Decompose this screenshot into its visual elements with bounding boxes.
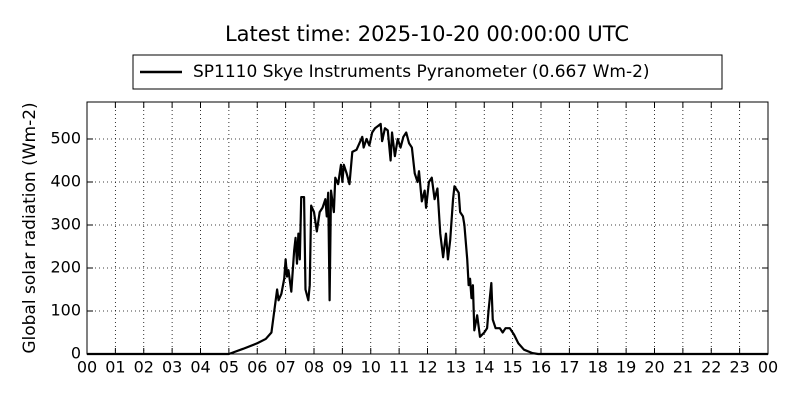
x-tick-label: 03 — [162, 358, 182, 377]
x-tick-label: 02 — [134, 358, 154, 377]
x-tick-label: 00 — [77, 358, 97, 377]
x-tick-label: 05 — [219, 358, 239, 377]
y-tick-label: 100 — [50, 300, 81, 319]
x-tick-label: 14 — [474, 358, 494, 377]
y-tick-label: 400 — [50, 171, 81, 190]
x-tick-label: 15 — [502, 358, 522, 377]
plot-frame — [86, 101, 769, 355]
x-tick-label: 07 — [275, 358, 295, 377]
x-tick-label: 16 — [531, 358, 551, 377]
x-tick-label: 20 — [644, 358, 664, 377]
x-tick-label: 11 — [389, 358, 409, 377]
y-tick-label: 300 — [50, 214, 81, 233]
y-axis-label: Global solar radiation (Wm-2) — [20, 102, 40, 353]
x-tick-label: 09 — [332, 358, 352, 377]
x-tick-label: 22 — [701, 358, 721, 377]
x-tick-label: 18 — [588, 358, 608, 377]
y-tick-label: 200 — [50, 257, 81, 276]
x-tick-label: 04 — [190, 358, 210, 377]
y-tick-label: 0 — [71, 344, 81, 363]
x-tick-label: 13 — [446, 358, 466, 377]
line — [87, 122, 768, 356]
x-tick-label: 12 — [417, 358, 437, 377]
chart-title: Latest time: 2025-10-20 00:00:00 UTC — [225, 22, 629, 46]
legend-box — [132, 54, 723, 90]
x-tick-label: 01 — [105, 358, 125, 377]
x-tick-label: 08 — [304, 358, 324, 377]
y-tick-label: 500 — [50, 128, 81, 147]
x-tick-label: 06 — [247, 358, 267, 377]
x-tick-label: 17 — [559, 358, 579, 377]
x-tick-label: 21 — [673, 358, 693, 377]
x-tick-label: 23 — [729, 358, 749, 377]
x-tick-label: 00 — [758, 358, 778, 377]
x-tick-label: 19 — [616, 358, 636, 377]
legend-label: SP1110 Skye Instruments Pyranometer (0.6… — [193, 62, 650, 82]
x-tick-label: 10 — [361, 358, 381, 377]
